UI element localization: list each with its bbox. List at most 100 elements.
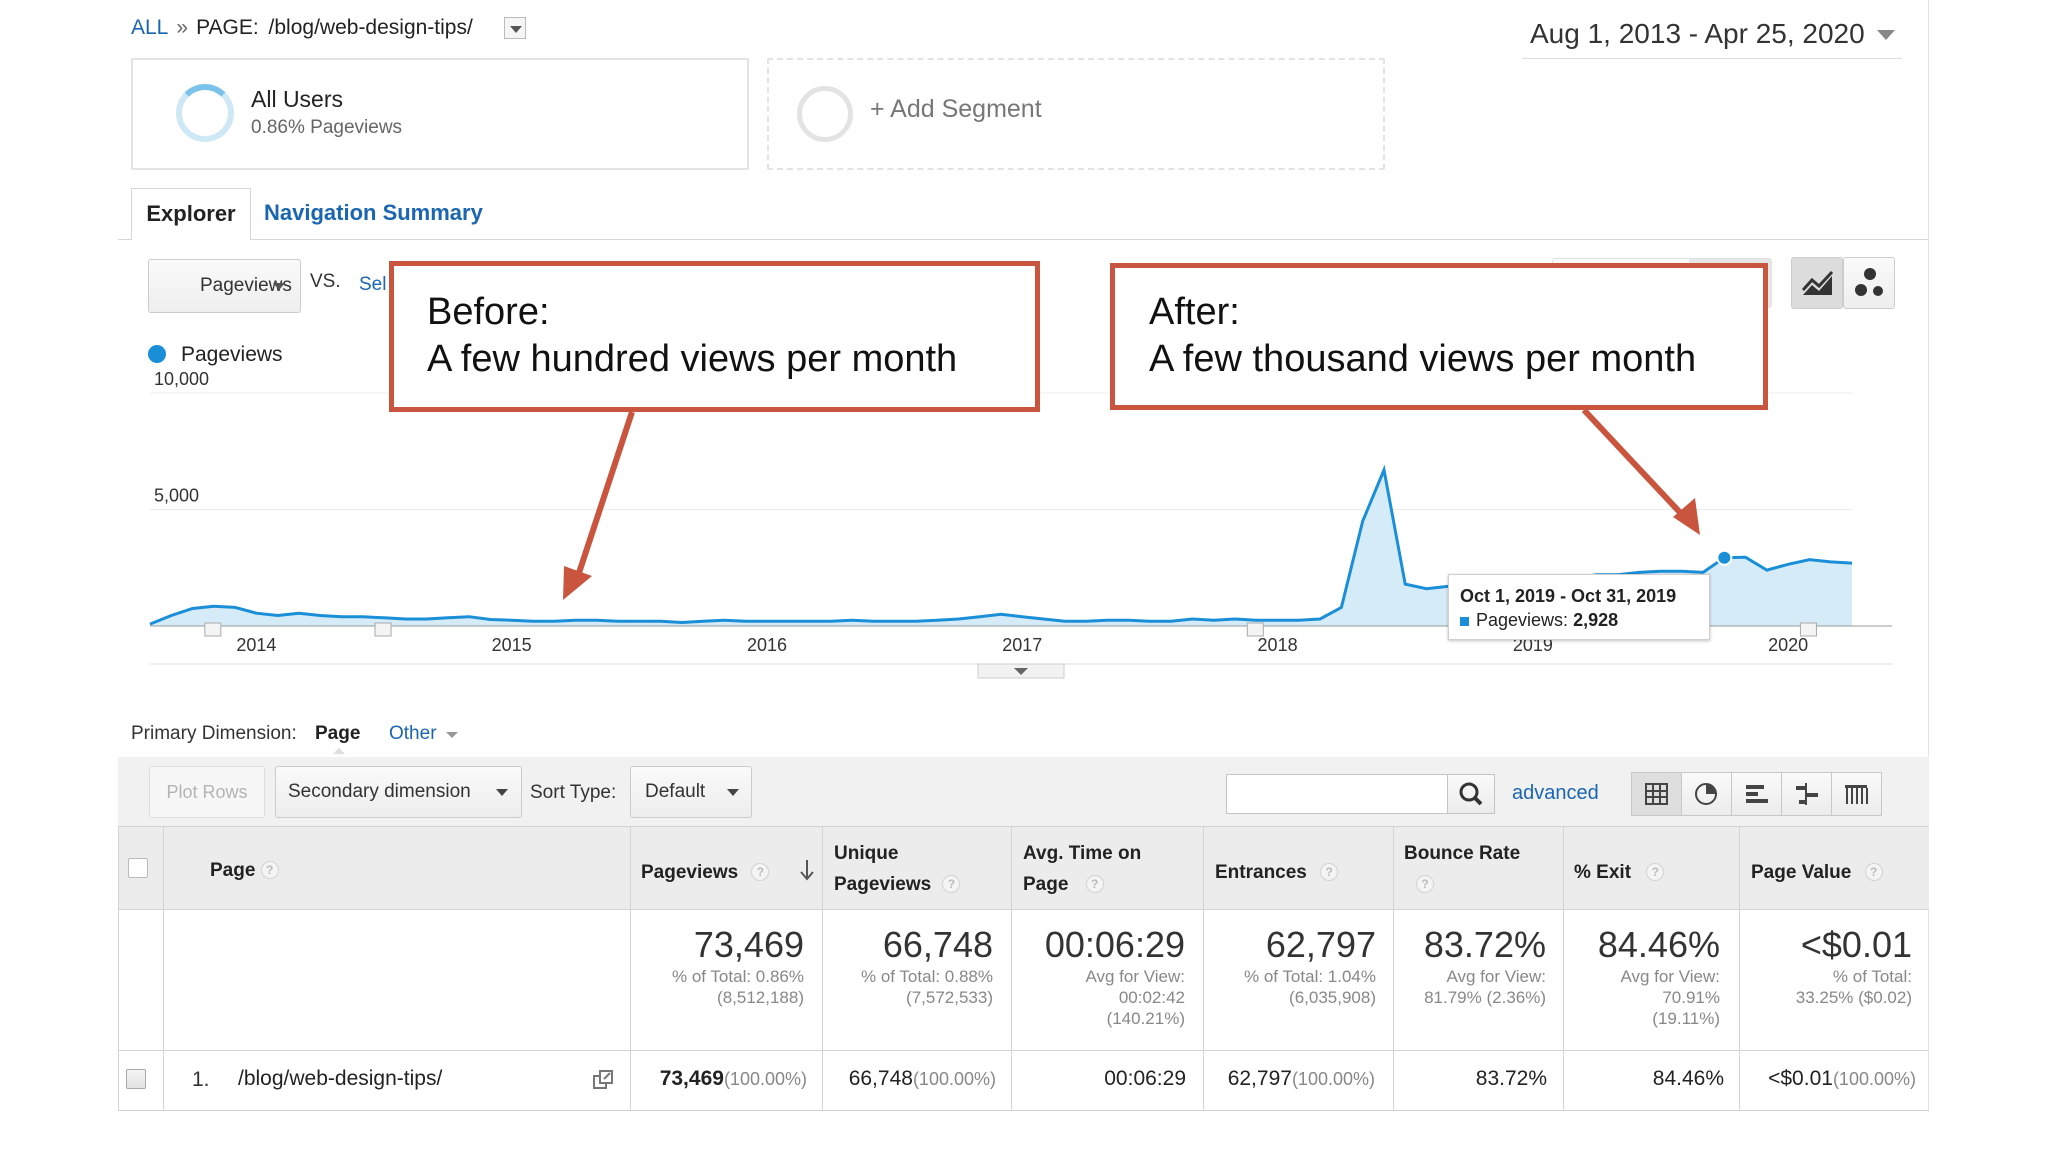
chart-data-point-highlighted[interactable] [1716, 549, 1733, 566]
totals-bounce-rate-sub: Avg for View: [1446, 967, 1546, 986]
primary-dimension-page[interactable]: Page [315, 723, 361, 744]
help-icon[interactable]: ? [1085, 875, 1104, 893]
totals-page-value-sub: 33.25% ($0.02) [1795, 988, 1912, 1007]
date-range-caret-icon[interactable] [1877, 30, 1895, 40]
open-page-icon[interactable] [592, 1069, 614, 1091]
tooltip-value-label: Pageviews: [1476, 610, 1569, 630]
tab-navigation-summary[interactable]: Navigation Summary [264, 200, 483, 225]
row-entrances-pct: (100.00%) [1291, 1069, 1375, 1089]
help-icon[interactable]: ? [1864, 863, 1883, 881]
add-segment-card[interactable] [767, 58, 1385, 170]
primary-dimension-indicator [333, 748, 345, 754]
help-icon[interactable]: ? [1320, 863, 1339, 881]
column-divider [1739, 826, 1740, 1111]
row-page-value-pct: (100.00%) [1832, 1069, 1916, 1089]
advanced-filter-link[interactable]: advanced [1512, 782, 1599, 804]
sort-descending-icon[interactable] [799, 858, 815, 882]
totals-entrances-value: 62,797 [1265, 924, 1376, 965]
line-chart-icon[interactable] [1791, 257, 1843, 309]
column-divider [822, 826, 823, 1111]
plot-rows-button[interactable]: Plot Rows [149, 766, 265, 818]
chart-annotation-marker[interactable] [1246, 622, 1264, 637]
totals-bounce-rate-sub: 81.79% (2.36%) [1424, 988, 1546, 1007]
totals-page-value: <$0.01 % of Total: 33.25% ($0.02) [1796, 924, 1912, 1008]
column-header-bounce-rate[interactable]: Bounce Rate? [1404, 838, 1520, 900]
annotation-before-heading: Before: [427, 291, 550, 333]
breadcrumb-all-link[interactable]: ALL [131, 16, 169, 39]
segment-name: All Users [251, 86, 344, 112]
table-search-input[interactable] [1226, 774, 1448, 814]
row-checkbox[interactable] [126, 1069, 146, 1089]
bar-chart-icon[interactable] [1731, 772, 1782, 816]
y-tick-label: 10,000 [154, 370, 209, 389]
segment-ring-icon [176, 84, 234, 142]
annotation-before-box [389, 261, 1040, 412]
column-header-unique-pageviews-line2: Pageviews [834, 874, 932, 895]
help-icon[interactable]: ? [942, 875, 961, 893]
add-segment-button[interactable]: + Add Segment [870, 95, 1042, 123]
help-icon[interactable]: ? [260, 861, 279, 879]
pie-chart-icon[interactable] [1681, 772, 1732, 816]
breadcrumb-dropdown-icon[interactable] [504, 17, 526, 39]
breadcrumb: ALL » PAGE: /blog/web-design-tips/ [131, 16, 473, 40]
tab-explorer[interactable]: Explorer [131, 188, 251, 240]
column-header-page[interactable]: Page ? [210, 855, 279, 886]
comparison-icon[interactable] [1781, 772, 1832, 816]
tooltip-series-marker [1460, 617, 1469, 626]
pivot-icon[interactable] [1831, 772, 1882, 816]
segment-card-all-users[interactable] [131, 58, 749, 170]
row-unique-pageviews-value: 66,748 [848, 1067, 913, 1090]
column-header-exit[interactable]: % Exit ? [1574, 857, 1665, 888]
annotation-after-text: After: A few thousand views per month [1149, 289, 1696, 383]
row-index: 1. [192, 1068, 210, 1091]
column-header-pageviews[interactable]: Pageviews ? [641, 857, 770, 888]
column-header-unique-pageviews[interactable]: Unique Pageviews ? [834, 838, 961, 900]
help-icon[interactable]: ? [1646, 863, 1665, 881]
row-page-value-value: <$0.01 [1768, 1067, 1833, 1090]
x-tick-label: 2015 [492, 635, 532, 655]
tab-divider [118, 239, 1929, 240]
row-page-link[interactable]: /blog/web-design-tips/ [238, 1067, 443, 1090]
metric-dropdown[interactable]: Pageviews [148, 259, 301, 313]
row-unique-pageviews: 66,748(100.00%) [849, 1067, 996, 1091]
help-icon[interactable]: ? [1416, 875, 1434, 893]
column-header-exit-label: % Exit [1574, 862, 1632, 883]
search-icon[interactable] [1447, 774, 1495, 814]
x-tick-label: 2014 [236, 635, 276, 655]
breadcrumb-separator: » [176, 16, 189, 39]
x-tick-label: 2019 [1513, 635, 1553, 655]
totals-unique-pageviews-sub: (7,572,533) [906, 988, 993, 1007]
breadcrumb-page: /blog/web-design-tips/ [268, 16, 473, 39]
primary-dimension-other[interactable]: Other [389, 723, 437, 744]
totals-pageviews: 73,469 % of Total: 0.86% (8,512,188) [672, 924, 804, 1008]
table-view-icon[interactable] [1631, 772, 1682, 816]
chart-annotation-marker[interactable] [1799, 622, 1817, 637]
chart-tooltip [1448, 574, 1710, 640]
column-header-page-value[interactable]: Page Value ? [1751, 857, 1883, 888]
primary-dimension-label: Primary Dimension: [131, 723, 297, 744]
totals-avg-time-sub: Avg for View: [1085, 967, 1185, 986]
chart-annotation-marker[interactable] [204, 622, 222, 637]
column-divider [1393, 826, 1394, 1111]
chevron-down-icon[interactable] [446, 732, 458, 738]
table-left-border [118, 826, 119, 1111]
column-header-entrances[interactable]: Entrances ? [1215, 857, 1339, 888]
legend-marker [148, 345, 166, 363]
x-tick-label: 2017 [1002, 635, 1042, 655]
column-divider [630, 826, 631, 1111]
help-icon[interactable]: ? [751, 863, 770, 881]
column-header-avg-time[interactable]: Avg. Time on Page ? [1023, 838, 1141, 900]
row-entrances-value: 62,797 [1227, 1067, 1292, 1090]
select-metric-link[interactable]: Sel [359, 274, 387, 295]
motion-chart-icon[interactable] [1843, 257, 1895, 309]
sort-type-dropdown[interactable]: Default [630, 766, 752, 818]
secondary-dimension-dropdown[interactable]: Secondary dimension [275, 766, 522, 818]
column-divider [1563, 826, 1564, 1111]
column-header-unique-pageviews-line1: Unique [834, 843, 899, 864]
column-divider [1011, 826, 1012, 1111]
chart-annotation-marker[interactable] [374, 622, 392, 637]
row-entrances: 62,797(100.00%) [1228, 1067, 1375, 1091]
select-all-checkbox[interactable] [128, 858, 148, 878]
totals-page-value-value: <$0.01 [1800, 924, 1912, 965]
date-range-picker[interactable]: Aug 1, 2013 - Apr 25, 2020 [1530, 18, 1865, 49]
